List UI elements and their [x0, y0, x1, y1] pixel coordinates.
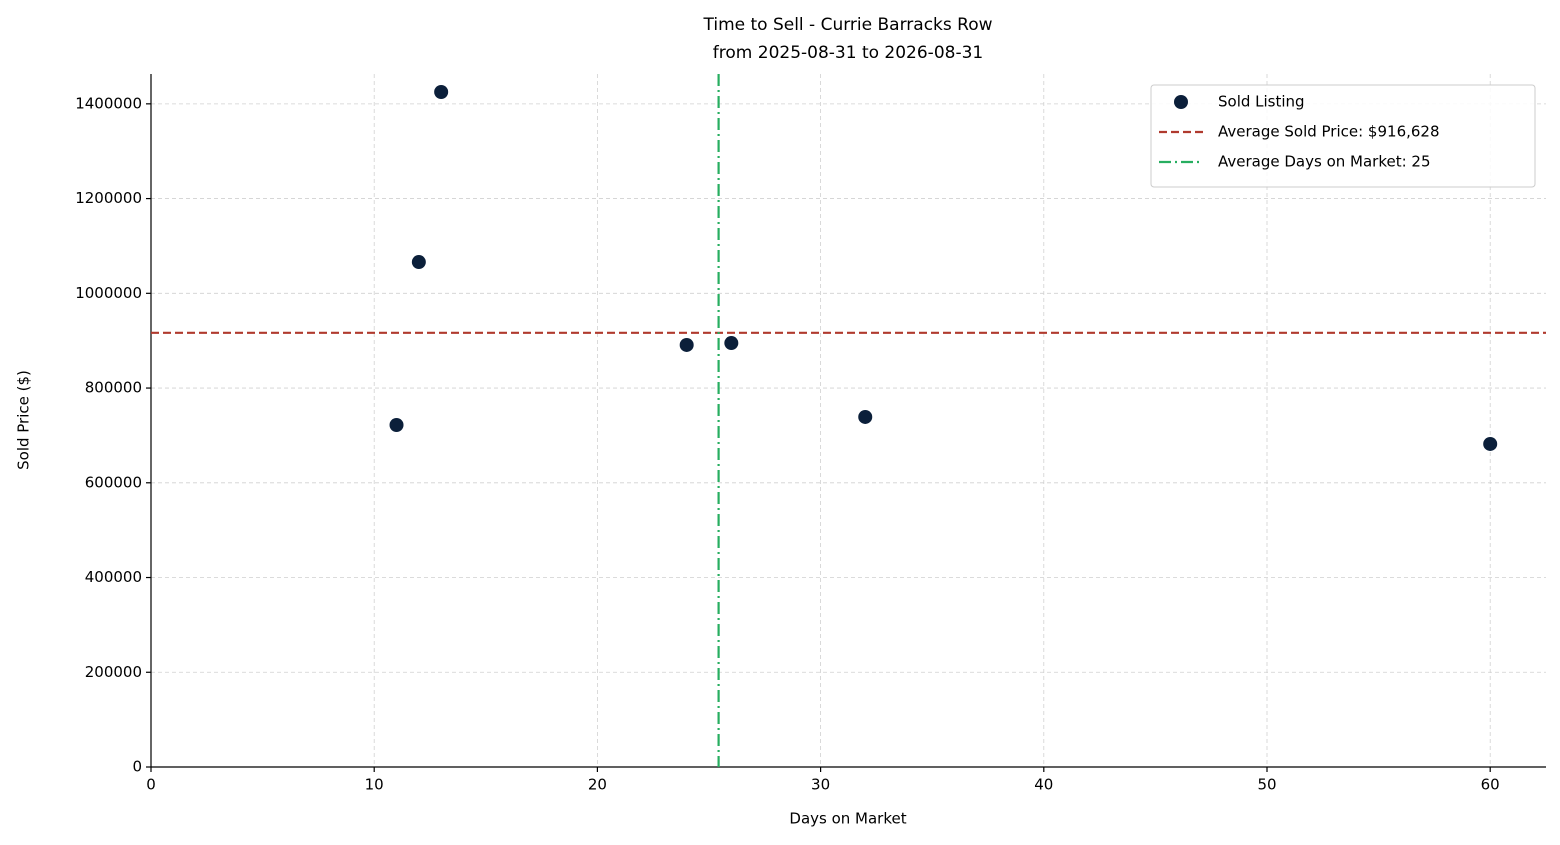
data-point	[434, 85, 449, 99]
y-axis-label: Sold Price ($)	[15, 370, 33, 470]
data-point	[1483, 436, 1498, 451]
x-tick-label: 20	[588, 776, 607, 794]
y-tick-label: 200000	[85, 663, 142, 681]
x-tick-label: 0	[146, 776, 156, 794]
legend-label: Average Sold Price: $916,628	[1218, 123, 1440, 141]
data-point	[411, 255, 426, 270]
legend-box	[1150, 84, 1536, 188]
chart-subtitle: from 2025-08-31 to 2026-08-31	[713, 43, 983, 63]
y-tick-label: 1400000	[75, 94, 142, 112]
legend-marker	[1174, 95, 1188, 109]
x-tick-label: 60	[1481, 776, 1500, 794]
x-tick-label: 10	[365, 776, 384, 794]
y-tick-label: 1200000	[75, 189, 142, 207]
x-axis-label: Days on Market	[789, 810, 906, 828]
y-tick-label: 800000	[85, 379, 142, 397]
legend-label: Average Days on Market: 25	[1218, 153, 1431, 171]
y-tick-label: 400000	[85, 568, 142, 586]
legend-label: Sold Listing	[1218, 93, 1305, 111]
x-tick-label: 30	[811, 776, 830, 794]
y-tick-label: 1000000	[75, 284, 142, 302]
data-point	[724, 336, 739, 351]
x-tick-label: 50	[1257, 776, 1276, 794]
y-tick-label: 0	[132, 758, 142, 776]
x-tick-label: 40	[1034, 776, 1053, 794]
y-tick-label: 600000	[85, 473, 142, 491]
data-point	[679, 337, 694, 352]
data-point	[858, 409, 873, 424]
chart-title: Time to Sell - Currie Barracks Row	[702, 15, 992, 35]
data-point	[389, 418, 404, 432]
